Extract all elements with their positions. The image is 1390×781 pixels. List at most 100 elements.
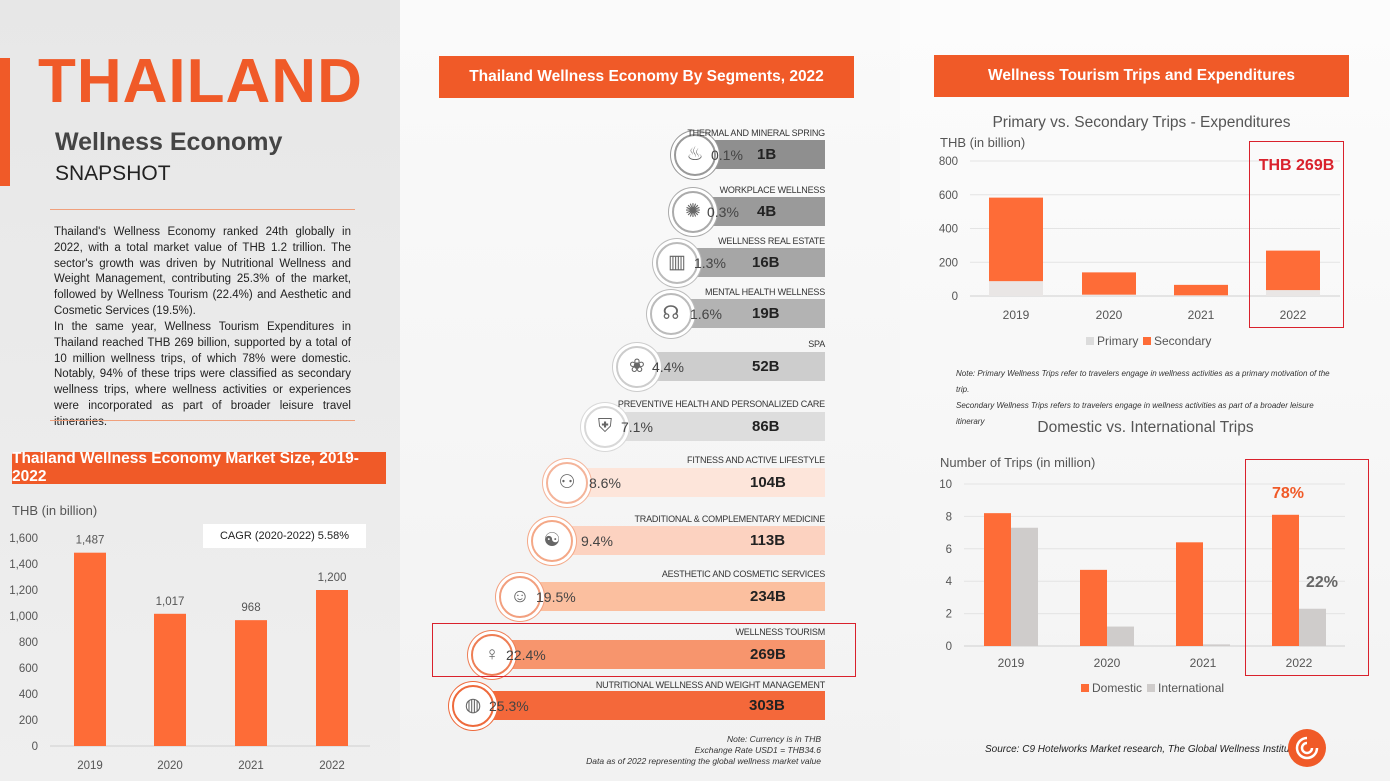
- legend-label: Primary: [1097, 334, 1138, 348]
- y-tick-label: 1,000: [9, 611, 38, 623]
- expenditures-callout: THB 269B: [1258, 157, 1335, 174]
- y-tick-label: 400: [19, 689, 38, 701]
- segment-label: TRADITIONAL & COMPLEMENTARY MEDICINE: [634, 514, 826, 524]
- y-tick-label: 10: [939, 479, 952, 491]
- y-tick-label: 800: [19, 637, 38, 649]
- x-tick-label: 2022: [1286, 656, 1313, 670]
- x-tick-label: 2022: [319, 760, 345, 772]
- legend-swatch: [1147, 684, 1155, 692]
- segment-value: 269B: [750, 646, 786, 663]
- segment-share: 7.1%: [621, 419, 653, 435]
- segment-bar-hot-spring: [695, 140, 825, 169]
- source-note: Source: C9 Hotelworks Market research, T…: [985, 744, 1298, 755]
- segment-value: 104B: [750, 474, 786, 491]
- x-tick-label: 2020: [1094, 656, 1121, 670]
- y-tick-label: 0: [952, 291, 958, 303]
- data-label-2021: 968: [241, 602, 260, 614]
- segment-label: SPA: [808, 339, 825, 349]
- bar-international-2021: [1203, 644, 1230, 646]
- right-panel: [900, 0, 1390, 781]
- hot-spring-icon: ♨: [674, 133, 716, 176]
- page-subtitle-2: SNAPSHOT: [55, 162, 171, 185]
- segment-bar-fitness: [567, 468, 825, 497]
- segments-notes: Note: Currency is in THB Exchange Rate U…: [580, 734, 821, 767]
- segment-value: 52B: [752, 358, 780, 375]
- divider-bottom: [50, 420, 355, 421]
- y-tick-label: 2: [946, 609, 952, 621]
- segments-chart: ♨ THERMAL AND MINERAL SPRING 0.1% 1B ✺ WORKPL…: [400, 0, 900, 781]
- yin-yang-icon: ☯: [531, 519, 573, 562]
- lotus-icon: ❀: [616, 345, 658, 388]
- wellness-tourism-highlight: [432, 623, 856, 677]
- note-data-year: Data as of 2022 representing the global …: [586, 756, 821, 766]
- brain-head-icon: ☊: [650, 292, 692, 335]
- data-label-2020: 1,017: [156, 596, 185, 608]
- note-currency: Note: Currency is in THB: [727, 734, 821, 744]
- data-label-2022: 1,200: [318, 572, 347, 584]
- bar-secondary-2021: [1174, 284, 1228, 296]
- segment-share: 0.1%: [711, 147, 743, 163]
- x-tick-label: 2020: [157, 760, 183, 772]
- y-tick-label: 600: [939, 190, 958, 202]
- bar-secondary-2022: [1266, 250, 1320, 291]
- domestic-share-callout: 78%: [1272, 485, 1305, 502]
- segment-bar-buildings: [679, 248, 825, 277]
- bar-2021: [235, 620, 267, 746]
- market-unit-label: THB (in billion): [12, 503, 98, 518]
- segment-label: WELLNESS REAL ESTATE: [718, 236, 825, 246]
- note-secondary-trips: Secondary Wellness Trips refers to trave…: [956, 401, 1314, 426]
- segment-label: WORKPLACE WELLNESS: [719, 185, 826, 195]
- bar-international-2022: [1299, 608, 1326, 646]
- segment-bar-food-plate: [473, 691, 825, 720]
- bar-domestic-2020: [1080, 569, 1107, 646]
- segment-value: 303B: [749, 697, 785, 714]
- segment-bar-brain-head: [670, 299, 825, 328]
- segment-share: 9.4%: [581, 533, 613, 549]
- intro-paragraph-2: In the same year, Wellness Tourism Expen…: [54, 321, 351, 428]
- bar-2020: [154, 613, 186, 746]
- segment-share: 22.4%: [506, 647, 546, 663]
- bar-primary-2019: [989, 281, 1043, 296]
- y-tick-label: 6: [946, 544, 952, 556]
- segment-value: 1B: [757, 146, 777, 163]
- page-subtitle: Wellness Economy: [55, 128, 283, 156]
- bar-primary-2021: [1174, 295, 1228, 296]
- segment-label: AESTHETIC AND COSMETIC SERVICES: [661, 569, 825, 579]
- legend-label: Secondary: [1154, 334, 1211, 348]
- trips-2022-highlight: [1245, 459, 1369, 676]
- y-tick-label: 600: [19, 663, 38, 675]
- segment-bar-yin-yang: [552, 526, 825, 555]
- segment-share: 8.6%: [589, 475, 621, 491]
- meditation-icon: ♀: [471, 633, 513, 676]
- segment-value: 113B: [750, 532, 786, 549]
- y-tick-label: 800: [939, 156, 958, 168]
- bar-primary-2020: [1082, 294, 1136, 296]
- segment-share: 0.3%: [707, 204, 739, 220]
- segment-share: 19.5%: [536, 589, 576, 605]
- trips-unit-label: Number of Trips (in million): [940, 455, 1096, 470]
- bar-international-2020: [1107, 626, 1134, 646]
- y-tick-label: 0: [946, 641, 952, 653]
- market-size-banner: Thailand Wellness Economy Market Size, 2…: [12, 450, 386, 485]
- y-tick-label: 1,400: [9, 559, 38, 571]
- expenditures-2022-highlight: [1249, 141, 1344, 328]
- buildings-icon: ▥: [656, 241, 698, 284]
- x-tick-label: 2021: [238, 760, 264, 772]
- segment-bar-lightbulb: [692, 197, 825, 226]
- lightbulb-icon: ✺: [672, 190, 714, 233]
- trips-banner: Wellness Tourism Trips and Expenditures: [934, 55, 1349, 97]
- data-label-2019: 1,487: [76, 535, 105, 547]
- segment-value: 16B: [752, 254, 780, 271]
- segment-share: 1.6%: [690, 306, 722, 322]
- y-tick-label: 8: [946, 511, 952, 523]
- segment-value: 234B: [750, 588, 786, 605]
- y-tick-label: 200: [19, 715, 38, 727]
- bar-domestic-2022: [1272, 514, 1299, 646]
- brand-logo-icon: [1288, 729, 1326, 767]
- segment-label: PREVENTIVE HEALTH AND PERSONALIZED CARE: [617, 399, 825, 409]
- face-icon: ☺: [499, 575, 541, 618]
- segment-label: THERMAL AND MINERAL SPRING: [687, 128, 825, 138]
- x-tick-label: 2019: [77, 760, 103, 772]
- segment-label: FITNESS AND ACTIVE LIFESTYLE: [687, 455, 825, 465]
- segment-share: 4.4%: [652, 359, 684, 375]
